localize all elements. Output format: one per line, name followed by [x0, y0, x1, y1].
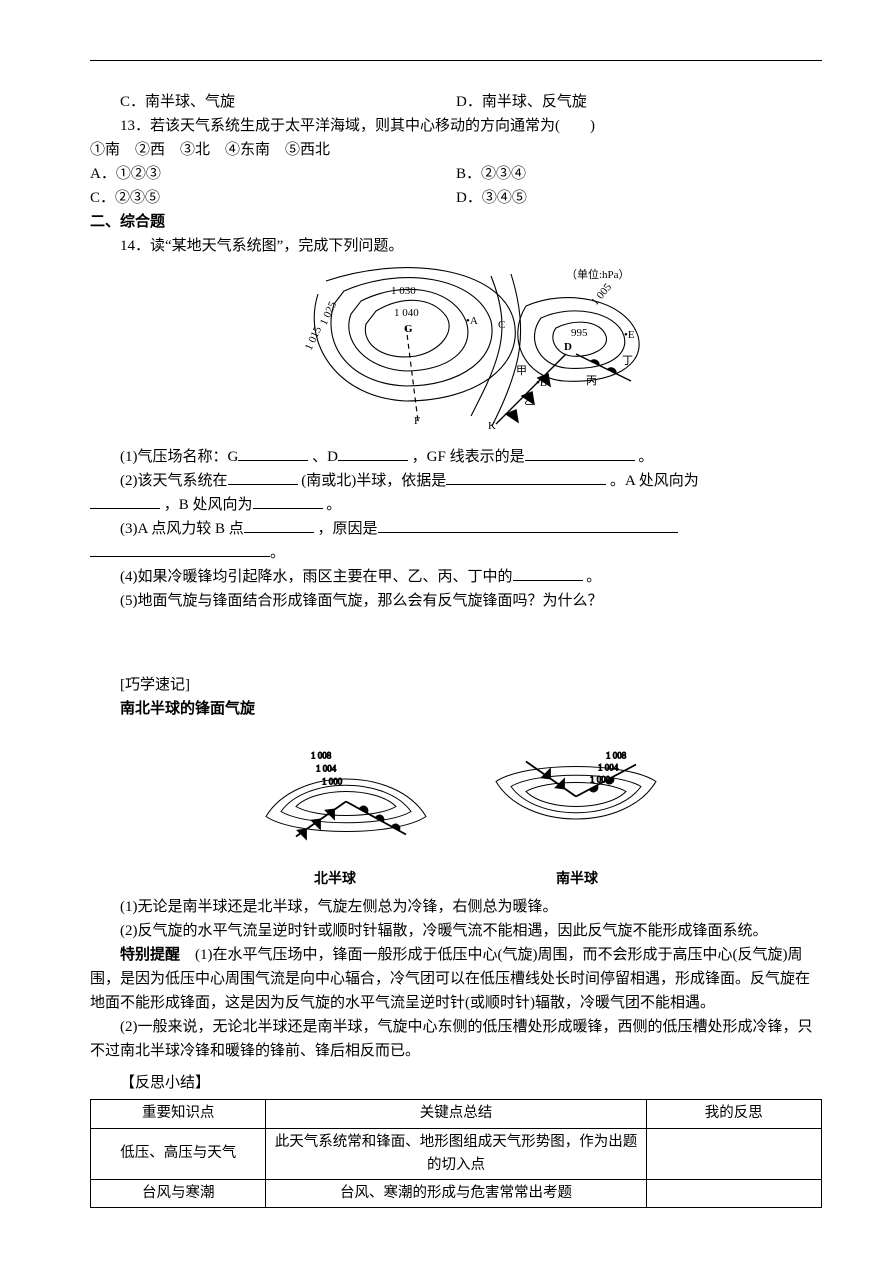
blank — [446, 470, 606, 485]
svg-text:1 040: 1 040 — [394, 307, 419, 319]
svg-text:•A: •A — [466, 315, 478, 327]
cell-r1c1: 低压、高压与天气 — [91, 1128, 266, 1179]
q14-stem: 14．读“某地天气系统图”，完成下列问题。 — [90, 234, 822, 258]
svg-text:1 000: 1 000 — [590, 775, 611, 785]
svg-text:F: F — [414, 415, 420, 427]
th-col3: 我的反思 — [646, 1100, 821, 1128]
svg-text:1 008: 1 008 — [311, 751, 332, 761]
q14-sub2-a: (2)该天气系统在 — [120, 473, 228, 489]
q14-sub1: (1)气压场名称：G 、D ，GF 线表示的是 。 — [90, 445, 822, 469]
q14-sub4: (4)如果冷暖锋均引起降水，雨区主要在甲、乙、丙、丁中的 。 — [90, 565, 822, 589]
svg-text:1 015: 1 015 — [303, 324, 325, 352]
remind-p2: (2)一般来说，无论北半球还是南半球，气旋中心东侧的低压槽处形成暖锋，西侧的低压… — [90, 1015, 822, 1063]
q12-opt-c: C．南半球、气旋 — [90, 90, 456, 114]
svg-text:G: G — [404, 323, 413, 335]
svg-text:丙: 丙 — [586, 375, 597, 387]
q14-sub3-b: ，原因是 — [318, 521, 378, 537]
q14-sub2-c: 。A 处风向为 — [610, 473, 699, 489]
q13-opt-b: B．②③④ — [456, 162, 822, 186]
svg-text:•E: •E — [624, 329, 635, 341]
tips-header: [巧学速记] — [90, 673, 822, 697]
blank — [228, 470, 298, 485]
section-2-heading: 二、综合题 — [90, 210, 822, 234]
cell-r2c3 — [646, 1179, 821, 1207]
top-horizontal-rule — [90, 60, 822, 61]
fig1-unit: （单位:hPa） — [566, 267, 630, 281]
svg-text:C: C — [498, 319, 505, 331]
cyclone-hemispheres-svg: 1 008 1 004 1 000 1 008 — [216, 729, 696, 859]
blank — [525, 446, 635, 461]
south-hemi-label: 南半球 — [556, 867, 598, 889]
blank — [513, 566, 583, 581]
blank — [338, 446, 408, 461]
blank — [238, 446, 308, 461]
svg-text:995: 995 — [571, 327, 588, 339]
q14-sub2-line2: ，B 处风向为 。 — [90, 493, 822, 517]
reflection-table: 重要知识点 关键点总结 我的反思 低压、高压与天气 此天气系统常和锋面、地形图组… — [90, 1099, 822, 1208]
cell-r1c2: 此天气系统常和锋面、地形图组成天气形势图，作为出题的切入点 — [266, 1128, 646, 1179]
table-row: 低压、高压与天气 此天气系统常和锋面、地形图组成天气形势图，作为出题的切入点 — [91, 1128, 822, 1179]
table-row: 重要知识点 关键点总结 我的反思 — [91, 1100, 822, 1128]
cyclone-hemispheres-figure: 1 008 1 004 1 000 1 008 — [90, 729, 822, 889]
svg-text:1 005: 1 005 — [589, 281, 614, 308]
q12-options-cd: C．南半球、气旋 D．南半球、反气旋 — [90, 90, 822, 114]
north-hemi-label: 北半球 — [314, 867, 356, 889]
q14-sub1-c: ，GF 线表示的是 — [412, 449, 525, 465]
blank — [90, 542, 270, 557]
q13-options-ab: A．①②③ B．②③④ — [90, 162, 822, 186]
q13-options-cd: C．②③⑤ D．③④⑤ — [90, 186, 822, 210]
svg-text:1 004: 1 004 — [598, 763, 619, 773]
q14-sub2-d: ，B 处风向为 — [164, 497, 253, 513]
svg-text:乙: 乙 — [524, 394, 535, 407]
svg-text:1 030: 1 030 — [391, 285, 416, 297]
svg-text:1 004: 1 004 — [316, 764, 337, 774]
reflection-header: 【反思小结】 — [90, 1071, 822, 1095]
svg-text:1 000: 1 000 — [322, 777, 343, 787]
q13-choices: ①南 ②西 ③北 ④东南 ⑤西北 — [90, 138, 822, 162]
blank — [90, 494, 160, 509]
svg-text:1 025: 1 025 — [318, 299, 340, 327]
q12-opt-d: D．南半球、反气旋 — [456, 90, 822, 114]
tips-p2: (2)反气旋的水平气流呈逆时针或顺时针辐散，冷暖气流不能相遇，因此反气旋不能形成… — [90, 919, 822, 943]
q14-sub3-a: (3)A 点风力较 B 点 — [120, 521, 244, 537]
remind-head: 特别提醒 — [120, 946, 180, 963]
q13-stem: 13．若该天气系统生成于太平洋海域，则其中心移动的方向通常为( ) — [90, 114, 822, 138]
q13-opt-c: C．②③⑤ — [90, 186, 456, 210]
blank — [378, 518, 678, 533]
weather-system-svg: （单位:hPa） 1 030 1 040 1 025 1 015 1 005 9… — [266, 266, 646, 431]
remind-block: 特别提醒 (1)在水平气压场中，锋面一般形成于低压中心(气旋)周围，而不会形成于… — [90, 943, 822, 1015]
q14-sub3: (3)A 点风力较 B 点 ，原因是 — [90, 517, 822, 541]
svg-text:甲: 甲 — [516, 365, 527, 377]
svg-text:K: K — [488, 420, 496, 431]
q14-sub3-line2: 。 — [90, 541, 822, 565]
cell-r2c2: 台风、寒潮的形成与危害常常出考题 — [266, 1179, 646, 1207]
blank — [253, 494, 323, 509]
svg-text:1 008: 1 008 — [606, 751, 627, 761]
q13-opt-a: A．①②③ — [90, 162, 456, 186]
svg-text:丁: 丁 — [622, 355, 633, 367]
q13-opt-d: D．③④⑤ — [456, 186, 822, 210]
remind-p1: (1)在水平气压场中，锋面一般形成于低压中心(气旋)周围，而不会形成于高压中心(… — [90, 947, 810, 1011]
cell-r1c3 — [646, 1128, 821, 1179]
tips-p1: (1)无论是南半球还是北半球，气旋左侧总为冷锋，右侧总为暖锋。 — [90, 895, 822, 919]
q14-sub2-e: 。 — [326, 497, 341, 513]
vertical-space — [90, 613, 822, 673]
q14-sub2-b: (南或北)半球，依据是 — [301, 473, 446, 489]
weather-system-figure: （单位:hPa） 1 030 1 040 1 025 1 015 1 005 9… — [90, 266, 822, 439]
blank — [244, 518, 314, 533]
svg-text:•B: •B — [536, 377, 547, 389]
table-row: 台风与寒潮 台风、寒潮的形成与危害常常出考题 — [91, 1179, 822, 1207]
cell-r2c1: 台风与寒潮 — [91, 1179, 266, 1207]
svg-text:D: D — [564, 341, 572, 353]
q14-sub2-line1: (2)该天气系统在 (南或北)半球，依据是 。A 处风向为 — [90, 469, 822, 493]
q14-sub4-b: 。 — [586, 569, 601, 585]
q14-sub4-a: (4)如果冷暖锋均引起降水，雨区主要在甲、乙、丙、丁中的 — [120, 569, 513, 585]
th-col2: 关键点总结 — [266, 1100, 646, 1128]
q14-sub5: (5)地面气旋与锋面结合形成锋面气旋，那么会有反气旋锋面吗？为什么？ — [90, 589, 822, 613]
q14-sub1-b: 、D — [312, 449, 338, 465]
th-col1: 重要知识点 — [91, 1100, 266, 1128]
q14-sub1-d: 。 — [638, 449, 653, 465]
tips-title: 南北半球的锋面气旋 — [90, 697, 822, 721]
q14-sub1-a: (1)气压场名称：G — [120, 449, 238, 465]
